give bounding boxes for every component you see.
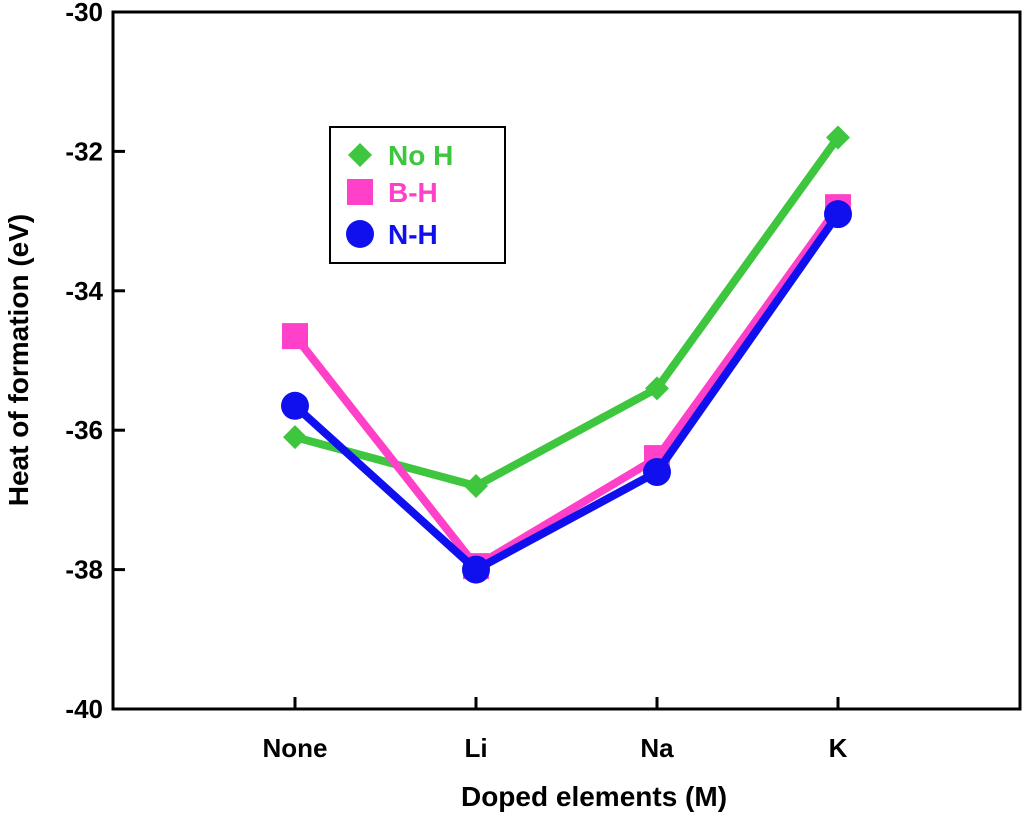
- plot-frame: [111, 10, 1022, 711]
- series-no-h: [283, 125, 850, 498]
- data-point-no-h: [464, 473, 488, 498]
- legend-item-no-h: No H: [348, 140, 453, 171]
- legend-marker-n-h: [346, 220, 374, 248]
- data-point-n-h: [643, 458, 671, 487]
- series-line-b-h: [291, 204, 842, 571]
- legend: No H B-H N-H: [329, 126, 506, 264]
- x-tick-label: Na: [640, 733, 674, 763]
- legend-item-n-h: N-H: [346, 219, 438, 250]
- y-axis-title: Heat of formation (eV): [3, 214, 34, 506]
- y-tick-label: -34: [65, 276, 103, 306]
- y-axis-ticks: -40 -38 -36 -34 -32 -30: [65, 0, 125, 724]
- y-tick-label: -32: [65, 136, 103, 166]
- series-n-h: [281, 200, 852, 584]
- data-point-b-h: [282, 323, 308, 350]
- y-tick-label: -40: [65, 694, 103, 724]
- data-point-n-h: [824, 200, 852, 229]
- data-point-no-h: [283, 425, 307, 450]
- y-tick-label: -38: [65, 555, 103, 585]
- series-line-no-h: [293, 135, 842, 490]
- legend-item-b-h: B-H: [347, 177, 438, 208]
- data-point-no-h: [826, 125, 850, 150]
- x-tick-label: Li: [464, 733, 487, 763]
- y-tick-label: -36: [65, 415, 103, 445]
- legend-marker-no-h: [348, 143, 372, 167]
- legend-label-b-h: B-H: [388, 177, 438, 208]
- series-layer: [281, 125, 852, 584]
- legend-marker-b-h: [347, 179, 373, 205]
- legend-label-no-h: No H: [388, 140, 453, 171]
- x-tick-label: None: [263, 733, 328, 763]
- x-axis-title: Doped elements (M): [461, 781, 727, 812]
- data-point-no-h: [645, 376, 669, 401]
- data-point-n-h: [281, 391, 309, 420]
- x-tick-label: K: [829, 733, 848, 763]
- series-line-n-h: [292, 211, 842, 574]
- x-axis-ticks: None Li Na K: [263, 697, 848, 763]
- y-tick-label: -30: [65, 0, 103, 27]
- legend-label-n-h: N-H: [388, 219, 438, 250]
- data-point-n-h: [462, 555, 490, 584]
